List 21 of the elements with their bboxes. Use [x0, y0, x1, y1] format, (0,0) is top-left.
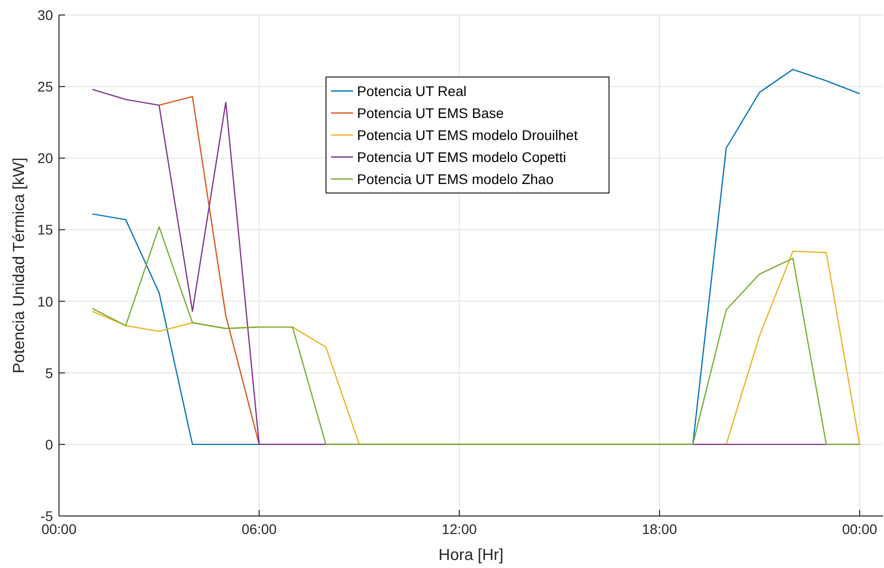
legend-label: Potencia UT Real — [357, 83, 466, 99]
x-tick-label: 06:00 — [242, 521, 277, 537]
y-tick-label: 30 — [37, 7, 54, 23]
x-tick-label: 00:00 — [842, 521, 878, 537]
y-tick-label: 0 — [45, 436, 54, 452]
legend-label: Potencia UT EMS Base — [357, 105, 504, 121]
y-tick-label: 25 — [37, 78, 54, 95]
y-axis-title: Potencia Unidad Térmica [kW] — [11, 158, 28, 374]
y-tick-label: 20 — [37, 150, 54, 166]
x-tick-label: 18:00 — [642, 521, 678, 537]
line-series — [158, 96, 260, 446]
legend-label: Potencia UT EMS modelo Zhao — [357, 171, 554, 187]
y-tick-label: -5 — [40, 508, 54, 524]
x-axis-title: Hora [Hr] — [438, 547, 504, 564]
y-tick-label: 10 — [37, 293, 54, 310]
x-tick-label: 12:00 — [442, 521, 478, 537]
x-tick-label: 00:00 — [41, 521, 77, 537]
legend-label: Potencia UT EMS modelo Copetti — [357, 149, 566, 165]
y-tick-label: 5 — [45, 364, 54, 381]
y-tick-label: 15 — [37, 222, 54, 238]
legend-label: Potencia UT EMS modelo Drouilhet — [357, 127, 578, 143]
